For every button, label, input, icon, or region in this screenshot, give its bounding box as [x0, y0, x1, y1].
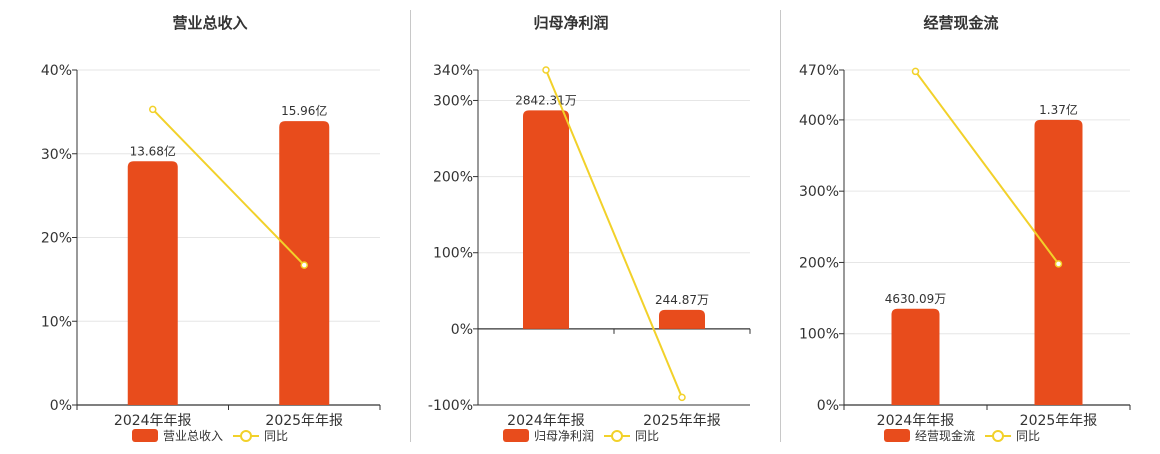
legend-line-marker [240, 430, 252, 442]
y-tick-label: 0% [451, 322, 473, 338]
yoy-point-2 [300, 261, 308, 269]
legend-line-label: 同比 [264, 429, 288, 443]
yoy-line [152, 108, 305, 266]
y-tick-label: 30% [41, 147, 72, 163]
yoy-line [545, 69, 683, 398]
y-tick-label: 200% [799, 255, 839, 271]
y-tick-label: 400% [799, 113, 839, 129]
bar-data-label: 1.37亿 [1039, 102, 1078, 117]
yoy-point-2 [678, 393, 686, 402]
chart-title: 归母净利润 [533, 14, 608, 32]
chart-panel-cash-flow: 经营现金流 0% 100% 200% 300% 400% 470% 4630.09万 1.37亿… [781, 0, 1160, 450]
y-tick-label: 200% [433, 170, 473, 186]
legend-bar-swatch [132, 429, 158, 442]
chart-panel-net-profit: 归母净利润 -100% 0% 100% 200% 300% 340% 2842.31万 244.… [411, 0, 780, 450]
legend-bar-swatch [884, 429, 910, 442]
legend-bar-swatch [503, 429, 529, 442]
chart-svg-net-profit: 归母净利润 -100% 0% 100% 200% 300% 340% 2842.31万 244.… [428, 14, 751, 443]
yoy-point-2 [1054, 260, 1063, 268]
chart-title: 经营现金流 [923, 14, 998, 32]
yoy-line [914, 70, 1060, 265]
chart-svg-cash-flow: 经营现金流 0% 100% 200% 300% 400% 470% 4630.09万 1.37亿… [799, 14, 1131, 443]
y-tick-label: 300% [433, 93, 473, 109]
yoy-point-1 [911, 67, 920, 76]
legend-bar-label: 经营现金流 [915, 428, 975, 443]
y-tick-label: -100% [428, 398, 473, 414]
bar-data-label: 4630.09万 [885, 292, 947, 306]
yoy-point-1 [542, 66, 550, 74]
y-tick-label: 10% [41, 314, 72, 330]
y-tick-label: 300% [799, 184, 839, 200]
panel-divider [780, 10, 781, 442]
chart-svg-revenue: 营业总收入 0% 10% 20% 30% 40% 13.68亿 15.96亿 2024年年报 20… [41, 14, 381, 443]
x-tick-label: 2025年年报 [643, 413, 721, 429]
x-tick-label: 2025年年报 [265, 413, 343, 429]
y-tick-label: 340% [433, 63, 473, 79]
y-tick-label: 0% [50, 398, 72, 414]
bar-data-label: 15.96亿 [281, 103, 327, 118]
yoy-point-1 [149, 105, 157, 114]
legend-line-marker [992, 430, 1004, 442]
legend-bar-label: 营业总收入 [163, 429, 223, 443]
bar-data-label: 2842.31万 [515, 93, 577, 107]
panel-divider [410, 10, 411, 442]
y-tick-label: 20% [41, 231, 72, 247]
bar-data-label: 13.68亿 [130, 143, 176, 158]
y-tick-label: 100% [799, 327, 839, 343]
legend-line-marker [611, 430, 623, 442]
chart-panel-revenue: 营业总收入 0% 10% 20% 30% 40% 13.68亿 15.96亿 2024年年报 20… [0, 0, 410, 450]
x-tick-label: 2024年年报 [877, 413, 955, 429]
x-tick-label: 2024年年报 [507, 413, 585, 429]
x-tick-label: 2025年年报 [1020, 413, 1098, 429]
y-tick-label: 0% [817, 398, 839, 414]
legend-line-label: 同比 [635, 429, 659, 443]
bar-1 [127, 161, 178, 405]
bar-1 [891, 308, 940, 405]
x-tick-label: 2024年年报 [114, 413, 192, 429]
legend-line-label: 同比 [1016, 429, 1040, 443]
legend-bar-label: 归母净利润 [534, 429, 594, 443]
bar-1 [523, 110, 569, 329]
y-tick-label: 470% [799, 63, 839, 79]
bar-data-label: 244.87万 [655, 293, 709, 307]
y-tick-label: 100% [433, 246, 473, 262]
chart-title: 营业总收入 [172, 14, 247, 32]
y-tick-label: 40% [41, 63, 72, 79]
bar-2 [659, 309, 705, 329]
